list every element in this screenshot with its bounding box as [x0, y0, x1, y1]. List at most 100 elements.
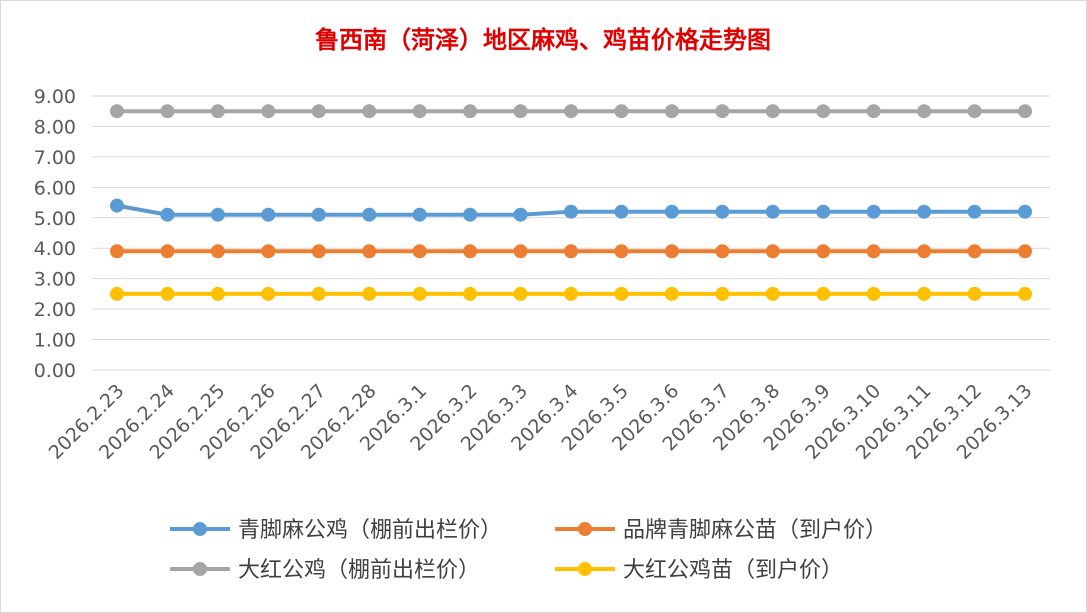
data-point	[362, 104, 377, 119]
data-point	[261, 207, 276, 222]
legend-label: 大红公鸡（棚前出栏价）	[238, 558, 480, 583]
legend-label: 品牌青脚麻公苗（到户价）	[623, 518, 887, 543]
data-point	[1018, 204, 1032, 219]
gridlines	[92, 95, 1050, 371]
data-point	[917, 204, 932, 219]
y-tick-label: 7.00	[34, 147, 76, 169]
data-point	[513, 286, 528, 301]
data-point	[311, 104, 326, 119]
data-point	[564, 104, 578, 119]
data-point	[513, 207, 528, 222]
data-point	[1018, 244, 1032, 259]
legend-marker	[578, 522, 592, 536]
data-point	[564, 286, 578, 301]
data-point	[816, 104, 831, 119]
legend-item: 大红公鸡苗（到户价）	[555, 558, 843, 583]
legend-item: 青脚麻公鸡（棚前出栏价）	[170, 518, 502, 543]
data-point	[412, 286, 427, 301]
data-point	[311, 244, 326, 259]
data-point	[362, 286, 377, 301]
y-tick-label: 1.00	[34, 330, 76, 352]
data-point	[110, 286, 124, 301]
y-tick-label: 0.00	[34, 360, 76, 382]
data-point	[715, 244, 730, 259]
data-point	[412, 207, 427, 222]
data-point	[160, 286, 175, 301]
data-point	[715, 104, 730, 119]
series-3	[110, 286, 1032, 301]
data-point	[160, 244, 175, 259]
data-point	[664, 286, 679, 301]
data-point	[664, 104, 679, 119]
data-point	[614, 286, 629, 301]
data-point	[412, 104, 427, 119]
data-point	[866, 244, 881, 259]
y-tick-label: 8.00	[34, 116, 76, 138]
data-point	[816, 286, 831, 301]
data-point	[715, 286, 730, 301]
data-point	[866, 204, 881, 219]
series-2	[110, 104, 1032, 119]
data-point	[664, 244, 679, 259]
data-point	[261, 104, 276, 119]
legend-marker	[578, 562, 592, 576]
data-point	[362, 244, 377, 259]
series-0	[110, 198, 1032, 222]
data-point	[210, 104, 225, 119]
data-point	[866, 104, 881, 119]
legend-item: 品牌青脚麻公苗（到户价）	[555, 518, 887, 543]
y-tick-label: 4.00	[34, 238, 76, 260]
data-point	[513, 104, 528, 119]
data-point	[110, 244, 124, 259]
data-point	[564, 244, 578, 259]
legend: 青脚麻公鸡（棚前出栏价） 品牌青脚麻公苗（到户价） 大红公鸡（棚前出栏价） 大红公鸡苗…	[170, 518, 887, 583]
legend-marker	[193, 522, 207, 536]
data-point	[967, 204, 982, 219]
data-point	[261, 286, 276, 301]
data-point	[816, 204, 831, 219]
data-point	[210, 207, 225, 222]
data-point	[362, 207, 377, 222]
x-axis-tick-labels: 2026.2.232026.2.242026.2.252026.2.262026…	[45, 380, 1037, 464]
data-point	[866, 286, 881, 301]
data-point	[765, 204, 780, 219]
data-point	[816, 244, 831, 259]
data-point	[715, 204, 730, 219]
data-point	[917, 244, 932, 259]
data-point	[463, 286, 478, 301]
data-point	[210, 244, 225, 259]
legend-item: 大红公鸡（棚前出栏价）	[170, 558, 480, 583]
data-point	[110, 104, 124, 119]
data-point	[614, 104, 629, 119]
data-point	[564, 204, 578, 219]
data-point	[967, 286, 982, 301]
legend-label: 青脚麻公鸡（棚前出栏价）	[238, 518, 502, 543]
data-point	[1018, 104, 1032, 119]
data-point	[463, 207, 478, 222]
data-point	[1018, 286, 1032, 301]
data-point	[311, 286, 326, 301]
y-tick-label: 2.00	[34, 299, 76, 321]
data-point	[160, 207, 175, 222]
legend-marker	[193, 562, 207, 576]
data-point	[412, 244, 427, 259]
data-point	[917, 104, 932, 119]
data-point	[463, 104, 478, 119]
data-point	[614, 204, 629, 219]
data-point	[765, 104, 780, 119]
y-tick-label: 3.00	[34, 269, 76, 291]
data-point	[261, 244, 276, 259]
y-tick-label: 5.00	[34, 208, 76, 230]
series-1	[110, 244, 1032, 259]
data-point	[614, 244, 629, 259]
data-point	[917, 286, 932, 301]
data-point	[110, 198, 124, 213]
chart-title: 鲁西南（菏泽）地区麻鸡、鸡苗价格走势图	[315, 25, 771, 54]
y-tick-label: 6.00	[34, 177, 76, 199]
data-point	[765, 286, 780, 301]
data-point	[210, 286, 225, 301]
data-point	[967, 244, 982, 259]
y-tick-label: 9.00	[34, 86, 76, 108]
